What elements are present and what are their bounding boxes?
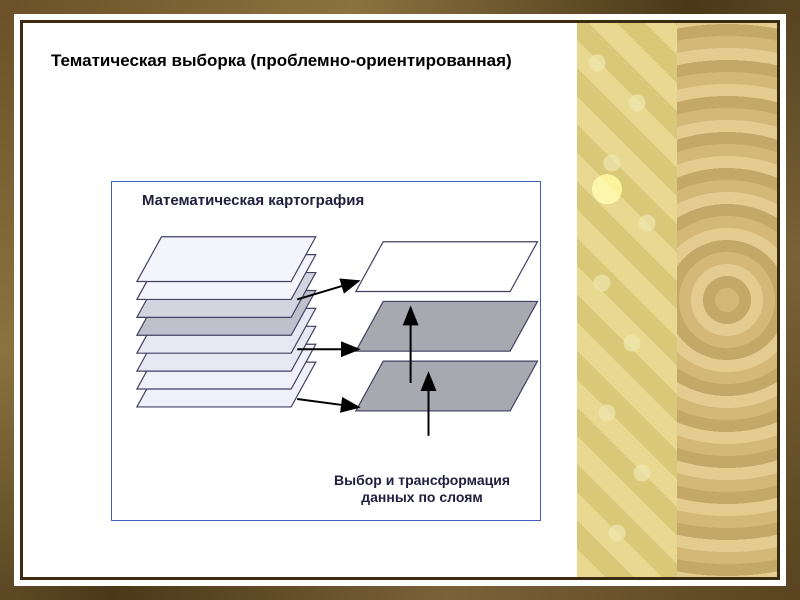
slide-content: Тематическая выборка (проблемно-ориентир…	[51, 51, 549, 549]
slide-title: Тематическая выборка (проблемно-ориентир…	[51, 51, 549, 71]
slide-frame-inner: Тематическая выборка (проблемно-ориентир…	[20, 20, 780, 580]
right-layer-stack	[356, 242, 538, 411]
left-layer-stack	[137, 237, 316, 407]
diagram-container: Математическая картография Выбор и транс…	[111, 181, 541, 521]
caption-line-2: данных по слоям	[361, 489, 483, 505]
diagram-svg	[112, 182, 540, 520]
slide-frame-outer: Тематическая выборка (проблемно-ориентир…	[0, 0, 800, 600]
diagram-caption: Выбор и трансформация данных по слоям	[334, 472, 510, 506]
caption-line-1: Выбор и трансформация	[334, 472, 510, 488]
decorative-strip-floral	[577, 23, 677, 577]
decorative-strip-waves	[677, 23, 777, 577]
